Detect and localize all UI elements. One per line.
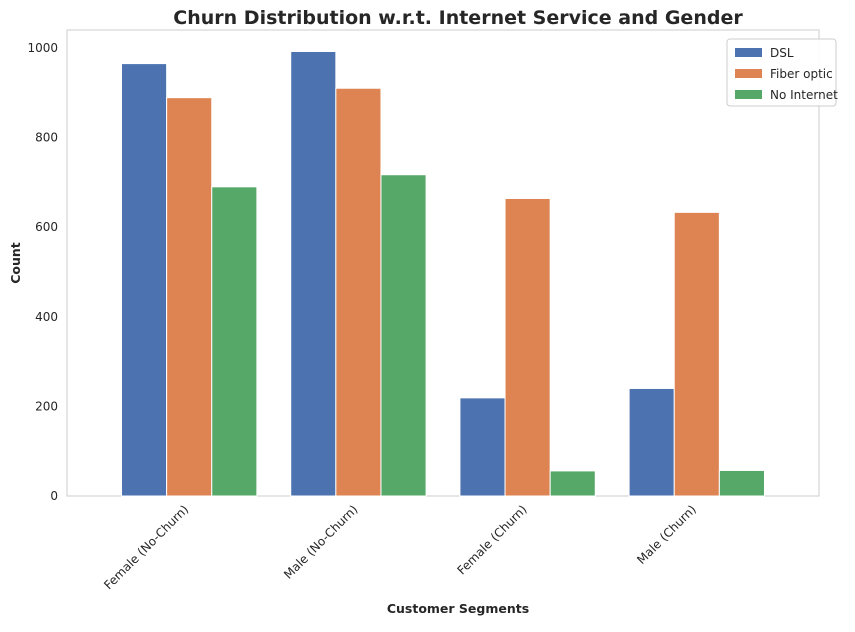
bar	[459, 397, 506, 497]
legend: DSL Fiber optic No Internet	[726, 38, 838, 107]
x-tick-label: Male (No-Churn)	[281, 502, 360, 581]
y-tick-label: 0	[50, 489, 58, 503]
chart-title: Churn Distribution w.r.t. Internet Servi…	[173, 7, 743, 29]
x-axis-ticks: Female (No-Churn) Male (No-Churn) Female (…	[101, 502, 699, 592]
bar	[549, 470, 596, 497]
bar	[628, 387, 675, 497]
x-tick-label: Female (No-Churn)	[101, 502, 191, 592]
y-tick-label: 600	[35, 220, 58, 234]
y-axis-label: Count	[8, 242, 23, 284]
bar	[121, 63, 168, 497]
bar	[718, 469, 765, 497]
x-tick-label: Male (Churn)	[634, 502, 699, 567]
bar	[166, 97, 213, 497]
legend-label: No Internet	[770, 88, 838, 102]
bar	[335, 87, 382, 497]
bar	[673, 211, 720, 497]
legend-swatch	[735, 69, 762, 78]
y-tick-label: 400	[35, 310, 58, 324]
y-tick-label: 200	[35, 399, 58, 413]
x-tick-label: Female (Churn)	[454, 502, 529, 577]
bar	[504, 197, 551, 497]
legend-swatch	[735, 48, 762, 57]
legend-label: Fiber optic	[770, 67, 833, 81]
bars-group	[121, 51, 765, 497]
y-axis-ticks: 0 200 400 600 800 1000	[27, 41, 58, 503]
x-axis-label: Customer Segments	[387, 601, 529, 616]
legend-label: DSL	[770, 46, 794, 60]
y-tick-label: 1000	[27, 41, 58, 55]
bar	[380, 174, 427, 497]
legend-swatch	[735, 90, 762, 99]
bar	[290, 51, 337, 497]
y-tick-label: 800	[35, 131, 58, 145]
bar	[211, 186, 258, 497]
